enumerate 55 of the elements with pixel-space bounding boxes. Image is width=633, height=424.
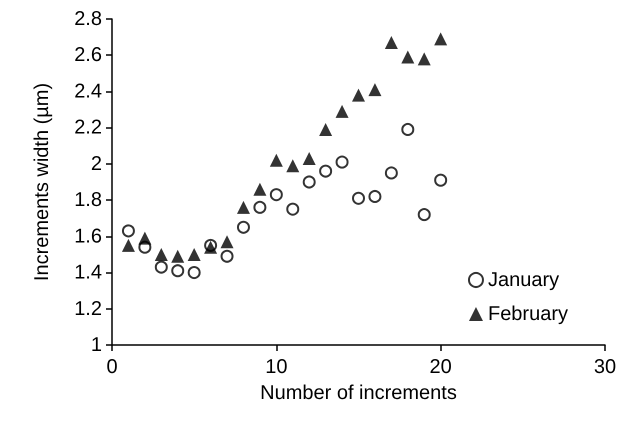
point: [220, 235, 234, 248]
point: [384, 36, 398, 50]
y-tick-label: 1.6: [74, 225, 102, 248]
x-tick-label: 20: [430, 356, 452, 378]
y-axis-title: Increments width (µm): [31, 82, 53, 282]
point: [418, 52, 431, 66]
point: [171, 250, 184, 263]
x-axis-title: Number of increments: [260, 382, 457, 404]
point: [286, 159, 300, 172]
point: [319, 122, 332, 136]
point: [122, 238, 135, 252]
y-tick-label: 2.4: [74, 80, 102, 102]
point: [138, 232, 152, 245]
point: [434, 174, 448, 187]
point: [302, 152, 316, 165]
y-tick-label: 1.8: [74, 189, 102, 212]
point: [220, 250, 234, 263]
point: [253, 182, 266, 196]
point: [302, 176, 316, 188]
point: [401, 122, 414, 136]
point: [319, 164, 332, 178]
y-tick-label: 2: [90, 152, 102, 175]
point: [122, 224, 135, 238]
y-tick-label: 1: [90, 334, 102, 356]
point: [352, 88, 365, 102]
point: [270, 154, 283, 167]
point: [154, 248, 168, 261]
x-tick-label: 30: [594, 356, 616, 378]
point: [188, 266, 201, 280]
point: [352, 192, 365, 205]
y-tick-label: 2.8: [74, 8, 102, 30]
y-tick-label: 1.2: [74, 298, 102, 320]
point: [336, 156, 349, 169]
point: [236, 200, 250, 214]
point: [286, 202, 300, 216]
point: [368, 83, 382, 96]
point: [154, 260, 168, 274]
point: [171, 264, 184, 278]
y-tick-label: 1.4: [74, 262, 102, 284]
legend-label: February: [488, 303, 568, 325]
point: [434, 32, 448, 46]
point: [188, 248, 201, 261]
y-tick-label: 2.6: [74, 44, 102, 66]
point: [270, 188, 283, 202]
point: [384, 166, 398, 180]
x-tick-label: 0: [106, 356, 118, 378]
legend-label: January: [488, 269, 560, 291]
point: [418, 208, 431, 222]
point: [236, 220, 250, 234]
point: [401, 50, 414, 64]
point: [336, 104, 349, 118]
y-tick-label: 2.2: [74, 116, 102, 139]
point: [368, 190, 382, 203]
x-tick-label: 10: [265, 356, 288, 378]
point: [253, 200, 266, 214]
